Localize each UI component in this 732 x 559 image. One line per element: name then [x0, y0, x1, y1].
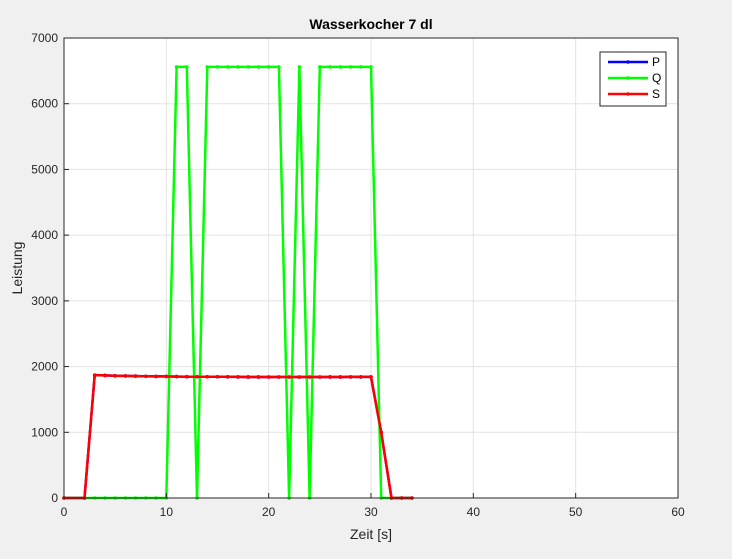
legend-label-p: P [652, 55, 660, 69]
x-tick-label: 20 [262, 505, 276, 519]
legend-marker-q [626, 76, 630, 80]
data-point-s [348, 375, 353, 379]
data-point-q [185, 65, 189, 69]
series-line-s [64, 373, 412, 500]
data-point-s [205, 374, 210, 379]
data-point-s [195, 374, 199, 379]
data-point-s [123, 374, 128, 378]
y-tick-label: 4000 [31, 228, 58, 242]
data-point-s [225, 375, 230, 379]
data-point-s [287, 375, 291, 379]
y-tick-label: 5000 [31, 162, 58, 176]
data-point-s [297, 375, 302, 379]
data-point-q [277, 65, 281, 69]
data-point-s [236, 375, 240, 379]
x-axis-label: Zeit [s] [350, 526, 392, 542]
y-tick-label: 2000 [31, 360, 58, 374]
y-tick-label: 0 [51, 491, 58, 505]
data-point-q [266, 65, 271, 69]
x-tick-label: 30 [364, 505, 378, 519]
data-point-s [318, 375, 322, 379]
data-point-s [133, 374, 138, 378]
data-point-q [369, 65, 373, 69]
x-tick-label: 0 [61, 505, 68, 519]
data-point-q [338, 65, 343, 69]
chart-title: Wasserkocher 7 dl [309, 16, 432, 32]
data-point-s [379, 430, 384, 435]
data-point-s [266, 375, 271, 379]
data-point-q [174, 65, 179, 69]
data-point-q [225, 65, 230, 69]
legend-entry-q: Q [608, 71, 661, 85]
data-point-s [246, 375, 250, 379]
y-tick-label: 6000 [31, 97, 58, 111]
data-point-s [103, 373, 107, 378]
legend-label-s: S [652, 87, 660, 101]
data-point-s [256, 375, 261, 379]
x-tick-label: 60 [671, 505, 685, 519]
data-point-s [113, 373, 117, 378]
data-point-q [318, 65, 322, 69]
y-tick-label: 3000 [31, 294, 58, 308]
data-point-s [307, 375, 312, 379]
y-axis-label: Leistung [9, 242, 25, 295]
data-point-s [328, 375, 332, 379]
legend-entry-s: S [608, 87, 660, 101]
legend-marker-p [626, 60, 630, 64]
data-point-q [256, 65, 261, 69]
data-point-q [348, 65, 353, 69]
legend: P Q S [599, 51, 667, 107]
data-point-s [144, 374, 148, 379]
data-point-s [358, 375, 363, 379]
data-point-s [277, 375, 281, 379]
x-tick-label: 10 [160, 505, 174, 519]
x-tick-label: 40 [467, 505, 481, 519]
data-point-s [92, 373, 97, 377]
data-point-s [369, 375, 373, 379]
legend-marker-s [626, 92, 630, 96]
y-tick-label: 1000 [31, 425, 58, 439]
data-point-q [246, 65, 250, 69]
y-tick-label: 7000 [31, 31, 58, 45]
data-point-q [215, 65, 220, 69]
data-point-s [164, 374, 169, 379]
data-point-s [215, 374, 220, 379]
ticks: 0 10 20 30 40 50 60 0 1000 2000 3000 4000 5000 6000 70… [31, 31, 685, 519]
data-point-q [236, 65, 240, 69]
series-layer [62, 65, 414, 500]
x-tick-label: 50 [569, 505, 583, 519]
data-point-q [328, 65, 332, 69]
data-point-q [205, 65, 210, 69]
legend-label-q: Q [652, 71, 661, 85]
data-point-s [338, 375, 343, 379]
data-point-q [358, 65, 363, 69]
data-point-s [185, 374, 189, 379]
data-point-s [174, 374, 179, 379]
data-point-s [154, 374, 158, 379]
legend-entry-p: P [608, 55, 660, 69]
data-point-q [297, 65, 302, 69]
